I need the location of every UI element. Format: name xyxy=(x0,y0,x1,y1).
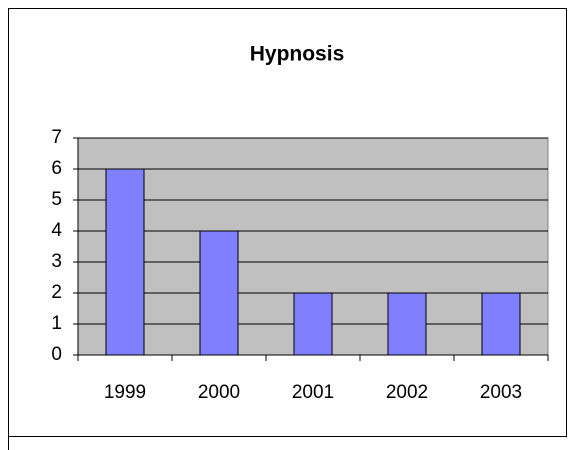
x-tick-label: 2003 xyxy=(480,382,522,403)
chart-title: Hypnosis xyxy=(250,43,345,66)
y-tick-label: 5 xyxy=(51,189,62,210)
y-tick-label: 3 xyxy=(51,251,62,272)
y-tick-label: 4 xyxy=(51,220,62,241)
y-tick-label: 7 xyxy=(51,127,62,148)
bar xyxy=(387,292,427,356)
bar xyxy=(293,292,333,356)
x-tick-label: 1999 xyxy=(104,382,146,403)
bar xyxy=(199,230,239,356)
y-tick-label: 6 xyxy=(51,158,62,179)
y-tick-label: 1 xyxy=(51,313,62,334)
x-tick-label: 2000 xyxy=(198,382,240,403)
x-tick-label: 2002 xyxy=(386,382,428,403)
y-tick-label: 2 xyxy=(51,282,62,303)
x-tick-label: 2001 xyxy=(292,382,334,403)
bar xyxy=(481,292,521,356)
y-tick-label: 0 xyxy=(51,344,62,365)
bar xyxy=(105,168,145,356)
